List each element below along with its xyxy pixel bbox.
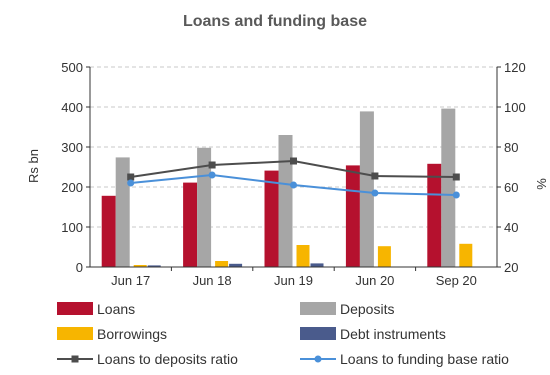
left-tick-label: 500 [61, 60, 83, 75]
legend-borrowings-label: Borrowings [97, 326, 167, 342]
point-loans-to-deposits [208, 161, 216, 169]
legend-deposits-swatch [300, 302, 336, 315]
bar-loans [101, 195, 116, 267]
bar-debt-instruments [229, 263, 243, 267]
x-tick-label: Jun 17 [111, 273, 150, 288]
point-loans-to-funding-base [290, 181, 297, 189]
bar-debt-instruments [310, 263, 324, 267]
point-loans-to-funding-base [452, 191, 460, 199]
point-loans-to-deposits [452, 173, 460, 181]
bar-borrowings [296, 245, 310, 267]
legend-loans-to-funding-base-ratio-label: Loans to funding base ratio [340, 351, 509, 367]
chart-title: Loans and funding base [183, 13, 367, 30]
bar-borrowings [459, 243, 473, 267]
bar-deposits [115, 157, 130, 267]
legend-debt-instruments-swatch [300, 327, 336, 340]
legend: Loans Deposits Borrowings Debt instruments L… [57, 301, 509, 367]
legend-loans-label: Loans [97, 301, 135, 317]
bar-deposits [197, 147, 212, 267]
legend-loans-to-funding-base-ratio-marker [314, 355, 322, 363]
ratio-lines [127, 157, 460, 199]
x-tick-label: Jun 20 [355, 273, 394, 288]
x-tick-label: Jun 18 [193, 273, 232, 288]
legend-loans-to-deposits-ratio-label: Loans to deposits ratio [97, 351, 238, 367]
right-tick-label: 80 [504, 140, 518, 155]
legend-debt-instruments-label: Debt instruments [340, 326, 446, 342]
right-tick-label: 100 [504, 100, 526, 115]
left-tick-label: 200 [61, 180, 83, 195]
bar-loans [427, 163, 442, 267]
left-tick-label: 400 [61, 100, 83, 115]
left-axis-label: Rs bn [26, 149, 41, 183]
legend-loans-swatch [57, 302, 93, 315]
bar-debt-instruments [147, 265, 161, 267]
point-loans-to-funding-base [208, 171, 216, 179]
point-loans-to-funding-base [127, 179, 135, 187]
legend-loans-to-deposits-ratio-marker [71, 355, 79, 363]
right-axis-label: % [534, 178, 549, 190]
right-tick-label: 60 [504, 180, 518, 195]
point-loans-to-funding-base [371, 189, 379, 197]
right-tick-label: 120 [504, 60, 526, 75]
bar-loans [345, 165, 360, 267]
bar-borrowings [215, 261, 229, 267]
bar-deposits [278, 135, 293, 267]
right-tick-label: 40 [504, 220, 518, 235]
axes: 0 100 200 300 400 500 20 40 60 80 100 120 Jun 17 Jun … [61, 60, 525, 288]
bar-deposits [359, 111, 374, 268]
point-loans-to-deposits [127, 173, 135, 181]
point-loans-to-deposits [371, 172, 379, 180]
bars [101, 108, 473, 268]
left-tick-label: 100 [61, 220, 83, 235]
bar-borrowings [377, 246, 391, 267]
bar-loans [264, 170, 279, 267]
right-tick-label: 20 [504, 260, 518, 275]
legend-borrowings-swatch [57, 327, 93, 340]
bar-deposits [441, 108, 456, 267]
x-tick-label: Sep 20 [436, 273, 477, 288]
left-tick-label: 300 [61, 140, 83, 155]
legend-deposits-label: Deposits [340, 301, 394, 317]
point-loans-to-deposits [290, 157, 297, 165]
bar-loans [183, 182, 198, 267]
x-tick-label: Jun 19 [274, 273, 313, 288]
bar-borrowings [133, 265, 147, 267]
left-tick-label: 0 [76, 260, 83, 275]
